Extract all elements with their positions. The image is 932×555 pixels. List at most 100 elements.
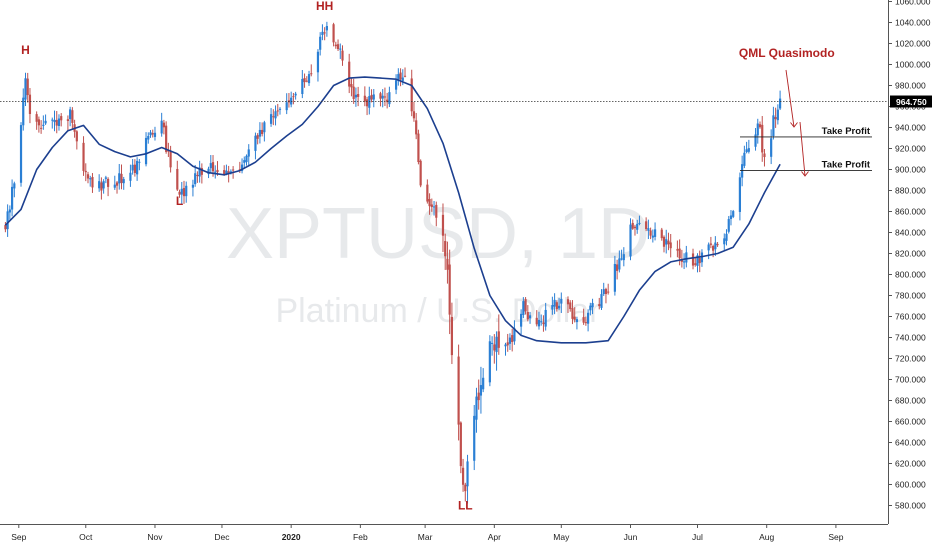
candle-body: [694, 263, 697, 265]
moving-average-series: [4, 76, 781, 344]
price-axis[interactable]: 1060.000 1040.000 1020.000 1000.000 980.000 9…: [888, 0, 932, 524]
price-tick-label: 760.000: [895, 312, 926, 322]
candle-body: [544, 309, 547, 327]
candle-body: [584, 322, 587, 324]
candle-192: [602, 282, 605, 296]
candle-22: [71, 107, 74, 130]
candle-34: [106, 177, 110, 197]
candle-body: [738, 177, 742, 212]
candle-body: [528, 315, 532, 319]
candle-body: [122, 179, 125, 184]
price-tick-label: 680.000: [895, 396, 926, 406]
candle-body: [194, 173, 197, 185]
candle-body: [772, 115, 775, 137]
candle-184: [575, 316, 579, 330]
candle-139: [435, 201, 438, 227]
candle-body: [508, 337, 512, 344]
price-tick-label: 900.000: [895, 165, 926, 175]
candle-body: [555, 302, 558, 310]
candle-body: [727, 219, 730, 232]
candle-body: [307, 74, 311, 84]
candle-body: [645, 221, 648, 230]
candle-body: [247, 149, 250, 157]
candle-body: [191, 184, 195, 188]
annotation-ll: LL: [458, 499, 473, 513]
candle-body: [60, 116, 63, 121]
candle-93: [292, 92, 295, 105]
candle-body: [89, 178, 92, 180]
candle-body: [448, 264, 451, 315]
candle-body: [488, 341, 491, 383]
candle-body: [669, 242, 672, 249]
candle-body: [397, 74, 400, 81]
candle-body: [682, 261, 686, 263]
price-tick-label: 700.000: [895, 375, 926, 385]
candle-body: [98, 181, 101, 189]
candle-body: [490, 342, 494, 344]
candle-200: [629, 218, 632, 261]
time-tick-label: Dec: [214, 532, 230, 542]
candle-122: [383, 87, 387, 107]
candle-56: [178, 189, 181, 198]
candle-body: [69, 109, 72, 120]
candle-body: [185, 185, 188, 197]
candle-body: [412, 111, 416, 119]
candle-123: [386, 92, 389, 109]
candle-228: [714, 236, 717, 256]
candle-92: [290, 91, 293, 108]
watermark-description: Platinum / U.S. Dollar: [276, 292, 601, 330]
candle-body: [756, 123, 759, 136]
candle-body: [129, 172, 132, 181]
candle-44: [138, 159, 141, 171]
candle-body: [551, 305, 554, 310]
price-tick-label: 1000.000: [895, 60, 931, 70]
candle-body: [774, 117, 777, 120]
candle-body: [84, 170, 87, 173]
candle-224: [700, 249, 704, 267]
candle-body: [401, 77, 404, 81]
time-tick-label: Sep: [828, 532, 843, 542]
candle-147: [461, 458, 465, 492]
candle-body: [461, 467, 465, 485]
candle-117: [368, 86, 371, 115]
candle-50: [160, 112, 163, 137]
candle-body: [91, 176, 94, 188]
candle-41: [131, 159, 134, 175]
candle-99: [310, 64, 313, 77]
candle-37: [118, 164, 121, 190]
candle-109: [341, 45, 344, 66]
candle-197: [618, 250, 621, 273]
candle-body: [495, 336, 498, 353]
time-tick-label: Nov: [147, 532, 163, 542]
candle-body: [569, 302, 572, 310]
candle-body: [245, 155, 248, 163]
candle-17: [55, 111, 58, 134]
candle-115: [363, 86, 366, 107]
candle-21: [69, 106, 72, 127]
candle-body: [269, 114, 273, 124]
candle-246: [772, 106, 775, 140]
time-tick-label: Mar: [418, 532, 433, 542]
candle-193: [604, 287, 608, 304]
candle-163: [511, 328, 514, 352]
candle-189: [591, 298, 594, 315]
candle-177: [555, 300, 558, 312]
candle-body: [729, 215, 733, 220]
candle-80: [254, 132, 257, 160]
candle-body: [600, 294, 603, 308]
candle-66: [209, 155, 212, 173]
time-axis[interactable]: Sep Oct Nov Dec 2020 Feb Mar Apr May Jun Jul Aug Sep: [0, 524, 888, 542]
candle-186: [584, 316, 587, 326]
candle-171: [537, 311, 541, 330]
candle-body: [82, 142, 85, 171]
candle-body: [207, 168, 210, 175]
candle-94: [294, 91, 297, 100]
candle-body: [712, 245, 715, 251]
candle-body: [560, 298, 563, 304]
candle-247: [774, 107, 777, 128]
candle-187: [586, 309, 590, 332]
candle-body: [55, 119, 58, 126]
candle-40: [129, 164, 132, 187]
